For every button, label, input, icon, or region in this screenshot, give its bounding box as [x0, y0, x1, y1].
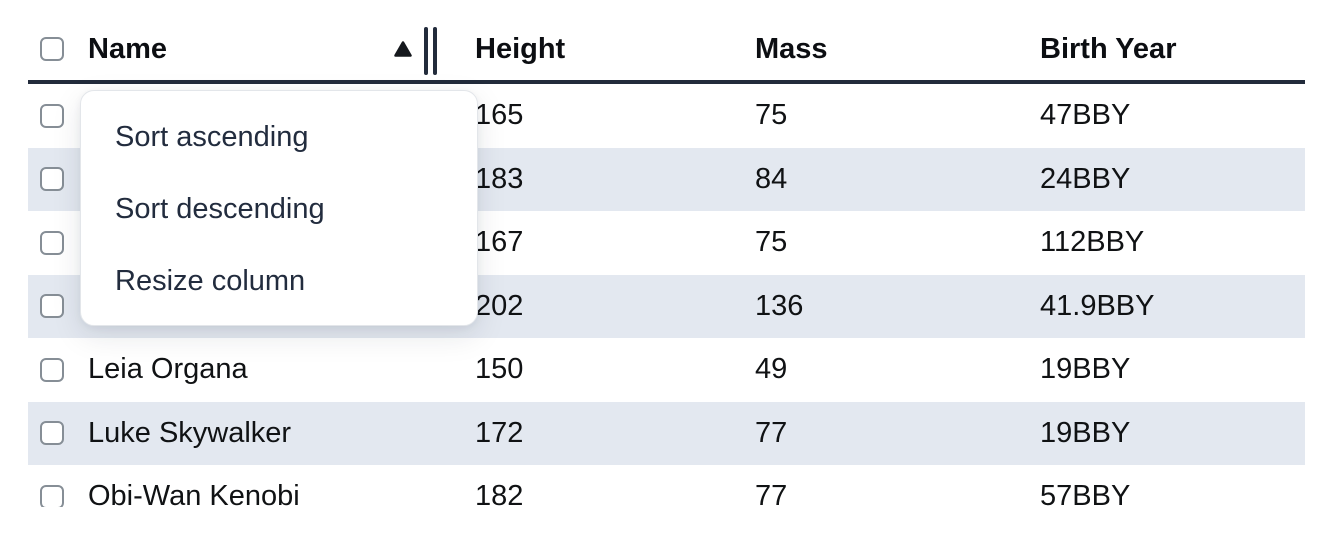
cell-birth-year: 47BBY — [1040, 99, 1131, 132]
row-checkbox[interactable] — [40, 357, 64, 382]
cell-birth-year: 112BBY — [1040, 226, 1145, 259]
row-checkbox[interactable] — [40, 484, 64, 507]
row-checkbox[interactable] — [40, 294, 64, 319]
column-header-name[interactable]: Name — [78, 25, 463, 75]
cell-mass: 136 — [755, 289, 804, 322]
cell-height: 167 — [475, 226, 524, 259]
cell-mass: 75 — [755, 99, 788, 132]
select-all-cell — [28, 37, 78, 61]
cell-mass: 84 — [755, 162, 788, 195]
row-select-cell — [28, 103, 78, 128]
row-checkbox[interactable] — [40, 103, 64, 128]
cell-birth-year: 19BBY — [1040, 353, 1131, 386]
cell-birth-year: 41.9BBY — [1040, 289, 1155, 322]
column-header-name-label: Name — [88, 32, 167, 65]
cell-height: 172 — [475, 416, 524, 449]
row-select-cell — [28, 484, 78, 507]
column-header-mass[interactable]: Mass — [755, 32, 828, 65]
menu-item-sort-descending[interactable]: Sort descending — [115, 192, 325, 225]
table-row: Luke Skywalker 172 77 19BBY — [28, 401, 1305, 465]
cell-height: 182 — [475, 480, 524, 507]
row-select-cell — [28, 167, 78, 192]
cell-mass: 75 — [755, 226, 788, 259]
cell-mass: 77 — [755, 480, 788, 507]
row-select-cell — [28, 230, 78, 255]
cell-height: 183 — [475, 162, 524, 195]
cell-name: Luke Skywalker — [88, 416, 292, 449]
cell-birth-year: 57BBY — [1040, 480, 1131, 507]
row-select-cell — [28, 294, 78, 319]
column-header-height[interactable]: Height — [475, 32, 566, 65]
cell-mass: 49 — [755, 353, 788, 386]
select-all-checkbox[interactable] — [40, 37, 64, 61]
row-checkbox[interactable] — [40, 167, 64, 192]
cell-birth-year: 19BBY — [1040, 416, 1131, 449]
column-resize-handle[interactable] — [424, 27, 437, 75]
row-select-cell — [28, 357, 78, 382]
menu-item-sort-ascending[interactable]: Sort ascending — [115, 120, 309, 153]
table-row: Obi-Wan Kenobi 182 77 57BBY — [28, 465, 1305, 507]
menu-item-resize-column[interactable]: Resize column — [115, 264, 306, 297]
cell-name: Obi-Wan Kenobi — [88, 480, 300, 507]
row-select-cell — [28, 421, 78, 446]
cell-height: 202 — [475, 289, 524, 322]
cell-birth-year: 24BBY — [1040, 162, 1131, 195]
cell-height: 165 — [475, 99, 524, 132]
table-header-row: Name Height Mass Birth Year — [28, 0, 1305, 84]
cell-mass: 77 — [755, 416, 788, 449]
resize-bar-right — [433, 27, 437, 75]
row-checkbox[interactable] — [40, 230, 64, 255]
column-context-menu: Sort ascending Sort descending Resize co… — [80, 90, 478, 326]
table-row: Leia Organa 150 49 19BBY — [28, 338, 1305, 402]
cell-name: Leia Organa — [88, 353, 248, 386]
resize-bar-left — [424, 27, 428, 75]
row-checkbox[interactable] — [40, 421, 64, 446]
sort-ascending-icon — [394, 41, 412, 57]
column-header-birth-year[interactable]: Birth Year — [1040, 32, 1177, 65]
cell-height: 150 — [475, 353, 524, 386]
